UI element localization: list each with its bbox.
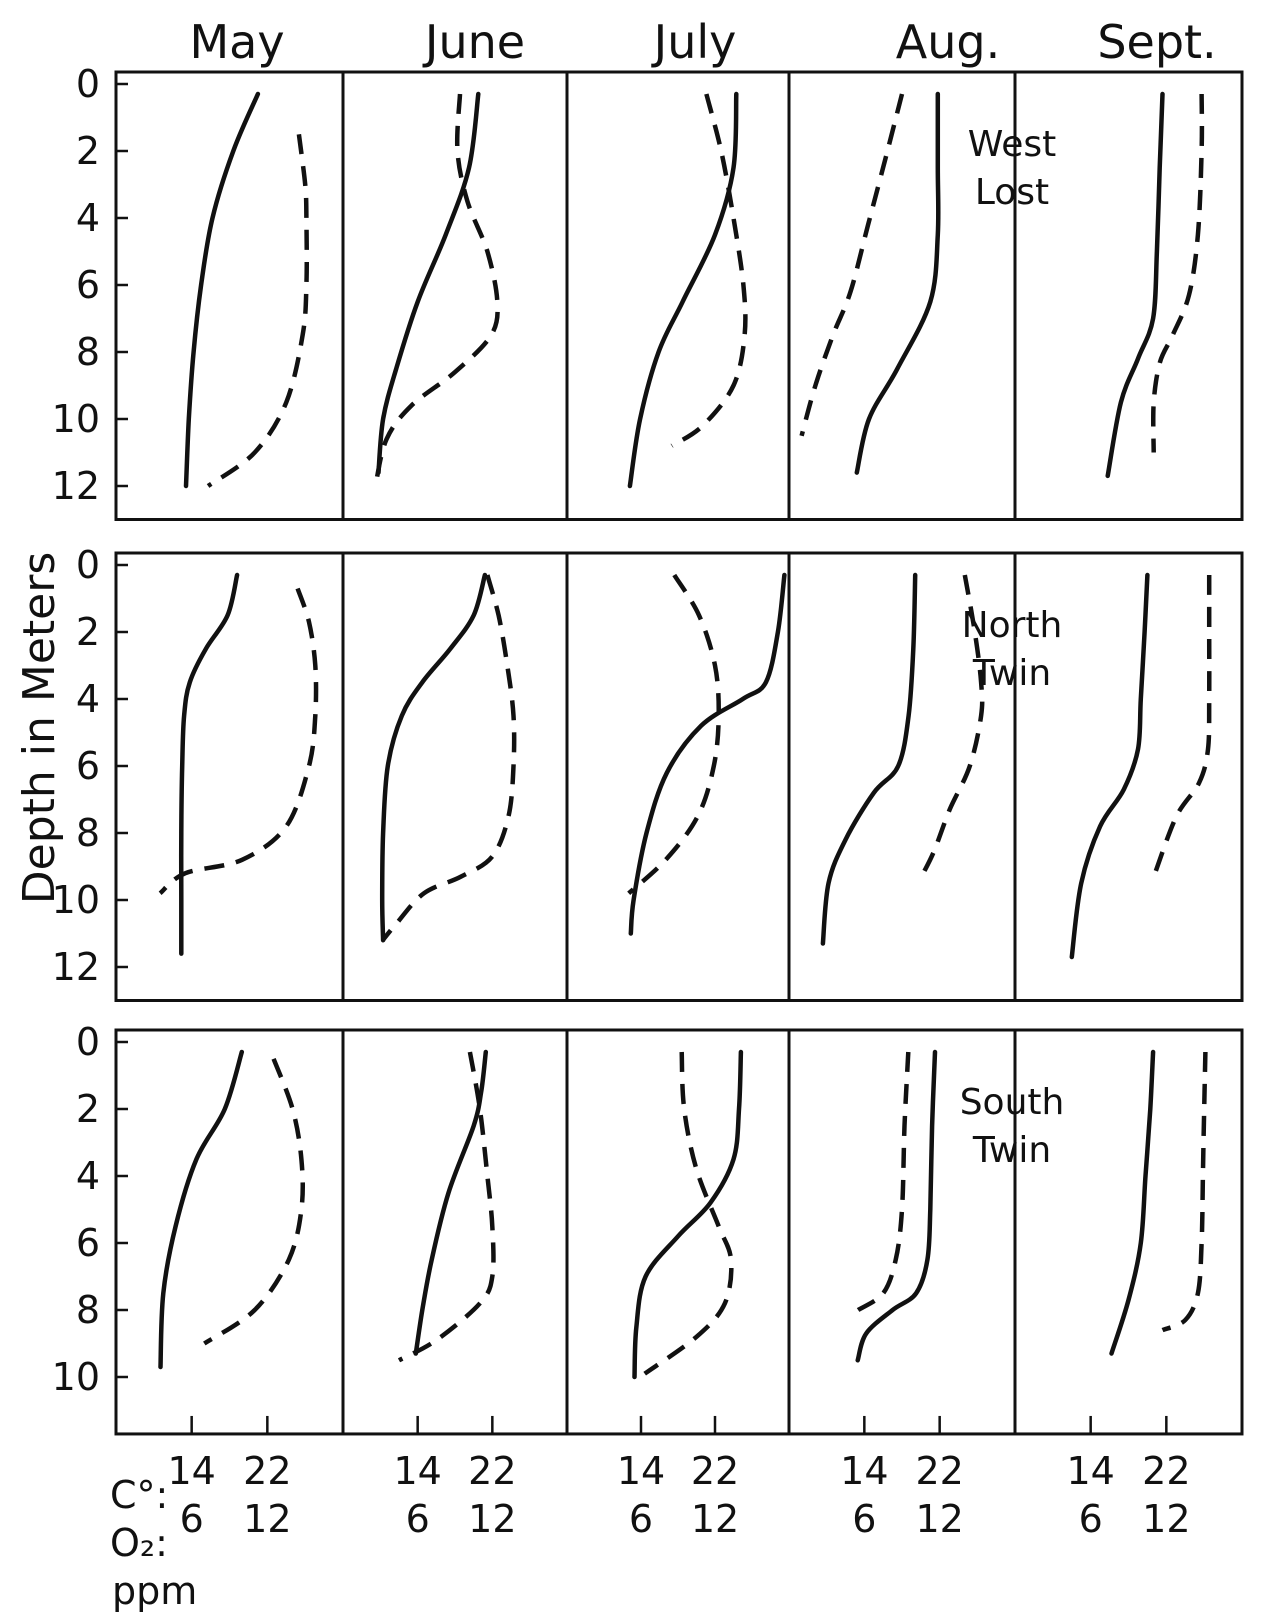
lake-label-line: Lost	[975, 172, 1049, 213]
y-tick-label: 12	[52, 464, 100, 508]
temp-tick-label: 14	[167, 1449, 215, 1493]
lake-label-line: West	[968, 124, 1057, 165]
temperature-curve	[158, 1049, 245, 1370]
temp-tick-label: 14	[617, 1449, 665, 1493]
lake-label-line: North	[962, 605, 1063, 646]
temp-tick-label: 22	[1142, 1449, 1190, 1493]
temp-tick-label: 22	[691, 1449, 739, 1493]
lake-label-line: South	[960, 1082, 1065, 1123]
month-labels: May June July Aug. Sept.	[189, 15, 1216, 69]
y-tick-label: 10	[52, 1355, 100, 1399]
y-tick-label: 6	[76, 1221, 100, 1265]
temperature-curve	[379, 572, 488, 943]
temp-tick-label: 22	[915, 1449, 963, 1493]
oxygen-curve	[203, 1057, 305, 1346]
temperature-curve	[1109, 1049, 1156, 1356]
y-tick-label: 8	[76, 330, 100, 374]
temp-tick-label: 14	[840, 1449, 888, 1493]
oxygen-curve	[1151, 93, 1205, 453]
temperature-curve	[628, 572, 787, 936]
y-tick-label: 0	[76, 62, 100, 106]
oxygen-curve	[643, 1051, 734, 1376]
y-tick-label: 12	[52, 945, 100, 989]
temperature-curve	[820, 572, 918, 946]
oxygen-curve	[397, 1051, 496, 1363]
scale-labels: C°: O₂: ppm	[110, 1473, 197, 1613]
temperature-curve	[854, 91, 941, 475]
oxygen-curve	[1152, 575, 1212, 874]
temperature-curve	[627, 91, 739, 489]
y-tick-label: 8	[76, 811, 100, 855]
oxygen-curve	[799, 93, 905, 437]
oxygen-curve	[856, 1051, 911, 1312]
month-label-may: May	[189, 15, 284, 69]
oxygen-curve	[670, 93, 748, 448]
temperature-curve	[413, 1049, 489, 1356]
oxygen-curve	[627, 573, 721, 895]
temperature-curve	[376, 91, 481, 475]
temp-tick-label: 22	[243, 1449, 291, 1493]
month-label-aug: Aug.	[896, 15, 1000, 69]
oxygen-tick-label: 12	[915, 1497, 963, 1541]
temp-tick-label: 14	[393, 1449, 441, 1493]
month-label-june: June	[422, 15, 525, 69]
lake-label-line: Twin	[972, 653, 1051, 694]
oxygen-tick-label: 12	[468, 1497, 516, 1541]
temperature-curve	[1105, 91, 1165, 479]
lake-label: South Twin	[960, 1082, 1065, 1171]
lake-label-line: Twin	[972, 1130, 1051, 1171]
panel-frame	[114, 1028, 1244, 1436]
y-tick-label: 4	[76, 677, 100, 721]
temperature-curve	[1069, 572, 1150, 960]
y-tick-label: 10	[52, 397, 100, 441]
oxygen-curve	[373, 93, 500, 487]
temperature-curve	[183, 91, 261, 489]
y-tick-label: 2	[76, 610, 100, 654]
panels: 0 2 4 6 8 10 12 West Lost 0 2 4 6 8 10 12 North Twin 0 2 4 6 8…	[52, 62, 1244, 1541]
temp-scale-prefix: C°:	[110, 1473, 168, 1517]
y-tick-label: 8	[76, 1288, 100, 1332]
lake-label: West Lost	[968, 124, 1057, 213]
oxygen-tick-label: 6	[852, 1497, 876, 1541]
temperature-curve	[632, 1049, 744, 1380]
panel-frame	[114, 70, 1244, 521]
y-axis-label: Depth in Meters	[14, 552, 65, 904]
oxygen-curve	[1161, 1051, 1208, 1333]
temperature-curve	[855, 1049, 938, 1363]
oxygen-tick-label: 12	[691, 1497, 739, 1541]
oxygen-tick-label: 6	[406, 1497, 430, 1541]
oxygen-curve	[381, 574, 517, 942]
temp-tick-label: 22	[468, 1449, 516, 1493]
y-tick-label: 0	[76, 1020, 100, 1064]
temp-tick-label: 14	[1066, 1449, 1114, 1493]
panel-1: 0 2 4 6 8 10 12 North Twin	[52, 543, 1244, 1002]
oxygen-curve	[921, 574, 985, 875]
y-tick-label: 4	[76, 1154, 100, 1198]
oxygen-tick-label: 6	[180, 1497, 204, 1541]
lake-label: North Twin	[962, 605, 1063, 694]
temperature-curve	[178, 572, 240, 956]
oxygen-tick-label: 6	[1079, 1497, 1103, 1541]
y-tick-label: 0	[76, 543, 100, 587]
y-tick-label: 2	[76, 1087, 100, 1131]
oxygen-scale-prefix: O₂:	[110, 1521, 168, 1565]
y-tick-label: 2	[76, 129, 100, 173]
oxygen-tick-label: 12	[1142, 1497, 1190, 1541]
oxygen-tick-label: 12	[243, 1497, 291, 1541]
oxygen-unit: ppm	[112, 1569, 197, 1613]
oxygen-tick-label: 6	[629, 1497, 653, 1541]
oxygen-curve	[206, 134, 310, 488]
month-label-july: July	[651, 15, 737, 69]
oxygen-curve	[158, 587, 319, 896]
y-tick-label: 10	[52, 878, 100, 922]
y-tick-label: 4	[76, 196, 100, 240]
month-label-sept: Sept.	[1097, 15, 1216, 69]
panel-0: 0 2 4 6 8 10 12 West Lost	[52, 62, 1244, 521]
y-tick-label: 6	[76, 263, 100, 307]
panel-frame	[114, 551, 1244, 1002]
y-tick-label: 6	[76, 744, 100, 788]
